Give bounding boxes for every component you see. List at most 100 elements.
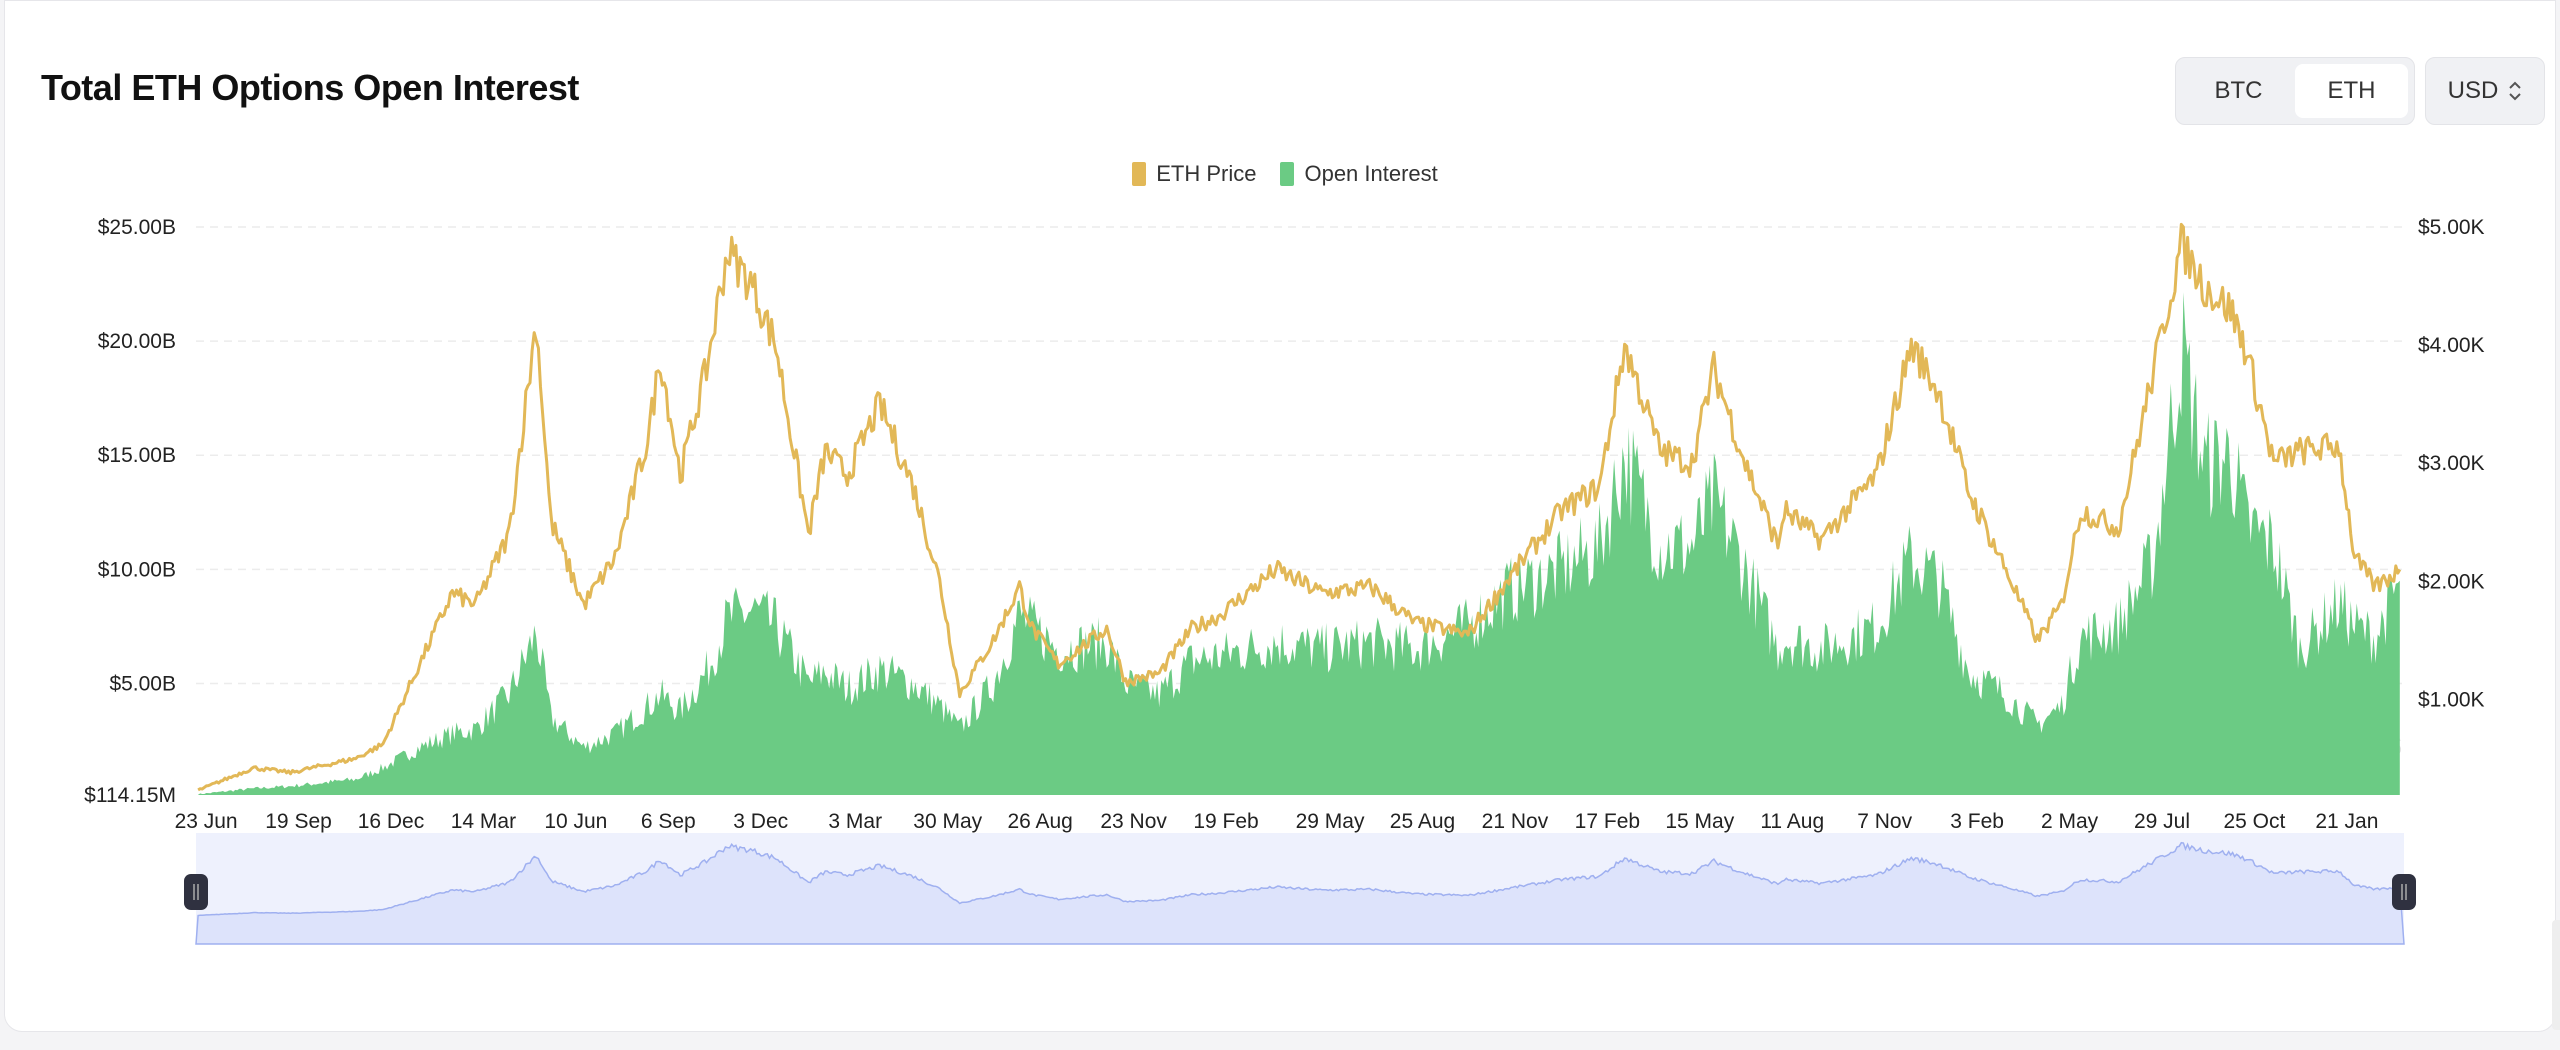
legend-swatch-oi <box>1280 162 1295 186</box>
open-interest-point <box>1189 658 1195 664</box>
eth-price-point <box>1908 342 1914 348</box>
eth-price-point <box>1319 590 1325 596</box>
eth-price-point <box>657 354 663 360</box>
x-axis-tick: 3 Mar <box>828 810 882 833</box>
open-interest-point <box>251 785 257 791</box>
open-interest-point <box>2201 464 2207 470</box>
right-axis-tick: $5.00K <box>2418 216 2485 239</box>
eth-price-point <box>805 531 811 537</box>
x-axis-tick: 17 Feb <box>1575 810 1640 833</box>
x-axis-tick: 14 Mar <box>451 810 516 833</box>
x-axis-tick: 23 Nov <box>1100 810 1167 833</box>
eth-price-point <box>1818 537 1824 543</box>
navigator <box>184 833 2416 945</box>
open-interest-point <box>1936 578 1942 584</box>
open-interest-point <box>1465 623 1471 629</box>
eth-price-point <box>449 590 455 596</box>
eth-price-point <box>2373 584 2379 590</box>
eth-price-point <box>2228 307 2234 313</box>
eth-price-point <box>506 531 512 537</box>
open-interest-point <box>773 623 779 629</box>
eth-price-point <box>581 602 587 608</box>
eth-price-point <box>1017 584 1023 590</box>
open-interest-point <box>581 744 587 750</box>
eth-price-point <box>2336 442 2342 448</box>
right-axis-tick: $3.00K <box>2418 452 2485 475</box>
open-interest-point <box>2178 343 2184 349</box>
eth-price-line <box>197 222 2402 792</box>
open-interest-point <box>1104 639 1110 645</box>
scrollbar[interactable] <box>2552 920 2560 1030</box>
open-interest-point <box>2336 601 2342 607</box>
eth-price-point <box>937 578 943 584</box>
open-interest-point <box>2034 722 2040 728</box>
open-interest-point <box>1596 544 1602 550</box>
currency-select[interactable]: USD <box>2425 57 2545 125</box>
x-axis-tick: 15 May <box>1665 810 1734 833</box>
eth-price-point <box>2003 566 2009 572</box>
open-interest-point <box>1017 612 1023 618</box>
open-interest-point <box>2151 555 2157 561</box>
eth-price-point <box>548 519 554 525</box>
open-interest-point <box>2373 635 2379 641</box>
open-interest-point <box>1689 544 1695 550</box>
x-axis-tick: 30 May <box>913 810 982 833</box>
open-interest-point <box>1742 566 1748 572</box>
eth-price-point <box>2201 283 2207 289</box>
legend-open-interest[interactable]: Open Interest <box>1280 161 1438 187</box>
eth-price-point <box>1465 631 1471 637</box>
eth-price-point <box>1711 366 1717 372</box>
eth-price-point <box>2397 566 2403 572</box>
toggle-eth[interactable]: ETH <box>2295 64 2408 118</box>
eth-price-point <box>1055 661 1061 667</box>
eth-price-point <box>2115 525 2121 531</box>
left-axis-tick: $10.00B <box>98 558 176 581</box>
x-axis-tick: 25 Aug <box>1390 810 1455 833</box>
legend-eth-price[interactable]: ETH Price <box>1132 161 1256 187</box>
toggle-btc[interactable]: BTC <box>2214 77 2263 104</box>
open-interest-area <box>198 292 2400 795</box>
x-axis-tick: 19 Feb <box>1193 810 1258 833</box>
x-axis-tick: 21 Nov <box>1482 810 1549 833</box>
eth-price-point <box>1411 620 1417 626</box>
asset-toggle: BTC ETH <box>2175 57 2415 125</box>
x-axis-tick: 2 May <box>2041 810 2099 833</box>
chevron-up-down-icon <box>2509 81 2522 101</box>
x-axis-tick: 6 Sep <box>641 810 696 833</box>
open-interest-point <box>472 726 478 732</box>
open-interest-point <box>1029 623 1035 629</box>
navigator-right-handle[interactable] <box>2392 874 2416 910</box>
x-axis-tick: 29 Jul <box>2134 810 2190 833</box>
left-axis-tick: $25.00B <box>98 216 176 239</box>
eth-price-point <box>1156 670 1162 676</box>
eth-price-point <box>910 484 916 490</box>
eth-price-point <box>2297 448 2303 454</box>
open-interest-point <box>1123 680 1129 686</box>
open-interest-point <box>612 731 618 737</box>
eth-price-point <box>822 448 828 454</box>
open-interest-point <box>822 669 828 675</box>
open-interest-point <box>353 776 359 782</box>
open-interest-point <box>1215 653 1221 659</box>
open-interest-point <box>449 731 455 737</box>
open-interest-point <box>910 680 916 686</box>
open-interest-point <box>1657 544 1663 550</box>
open-interest-point <box>2271 544 2277 550</box>
navigator-left-handle[interactable] <box>184 874 208 910</box>
open-interest-point <box>1775 646 1781 652</box>
eth-price-point <box>1775 543 1781 549</box>
open-interest-point <box>2059 703 2065 709</box>
eth-price-point <box>877 401 883 407</box>
open-interest-point <box>704 669 710 675</box>
eth-price-point <box>2243 348 2249 354</box>
open-interest-point <box>1055 646 1061 652</box>
open-interest-point <box>990 680 996 686</box>
legend-label: ETH Price <box>1156 161 1257 186</box>
legend-swatch-price <box>1132 162 1147 186</box>
handle-grip <box>2392 874 2416 910</box>
x-axis-tick: 11 Aug <box>1760 810 1824 833</box>
open-interest-point <box>877 667 883 673</box>
eth-price-point <box>1936 389 1942 395</box>
eth-price-point <box>1622 342 1628 348</box>
